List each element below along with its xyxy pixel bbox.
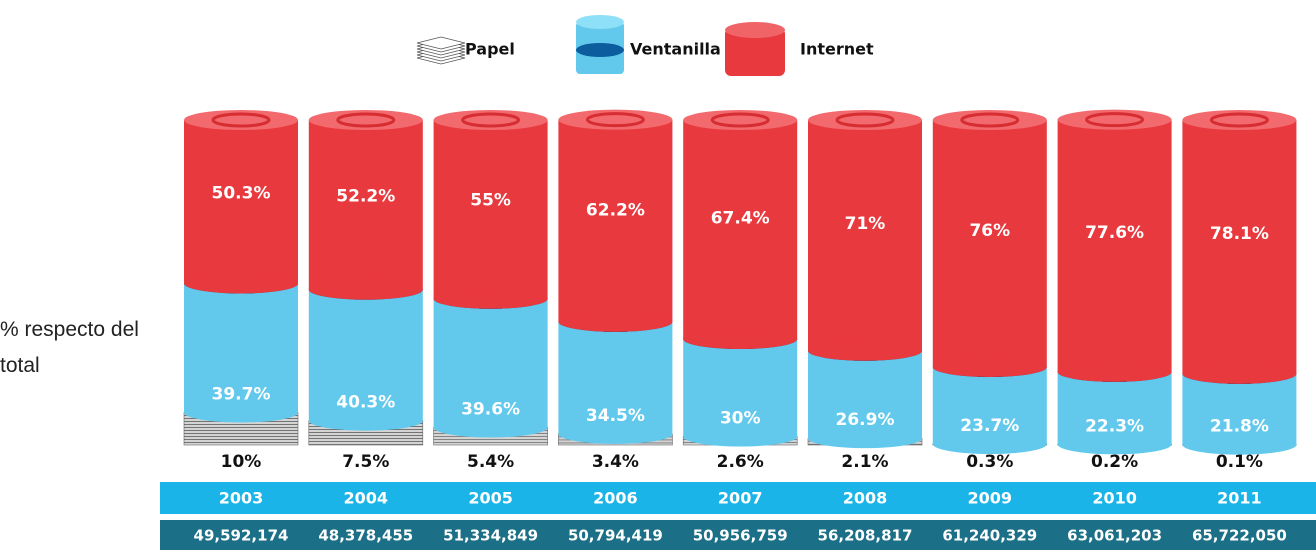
chart: Papel Ventanilla Internet 10% 39.7% 50.3% 2003… [0,0,1316,555]
value-label: 34.5% [586,406,645,426]
value-label: 52.2% [336,186,395,206]
value-label: 50.3% [212,184,271,204]
page: {"chart_data": {"type": "stacked-cylinde… [0,0,1316,555]
total-label: 51,334,849 [443,527,538,545]
bar [1182,120,1296,374]
bar-bottom [1058,434,1172,454]
legend-icon [725,22,785,38]
x-tick-label: 2004 [344,489,389,508]
bar [1058,120,1172,372]
value-label: 7.5% [342,452,389,472]
x-tick-label: 2005 [468,489,513,508]
total-label: 48,378,455 [318,527,413,545]
bar-bottom [434,289,548,309]
bar [683,120,797,339]
bar-bottom [933,434,1047,454]
value-label: 76% [969,221,1010,241]
total-label: 49,592,174 [194,527,289,545]
value-label: 0.3% [966,452,1013,472]
bar-bottom [1182,364,1296,384]
bar-bottom [184,273,298,293]
total-label: 56,208,817 [818,527,913,545]
value-label: 62.2% [586,201,645,221]
bar-bottom [309,411,423,431]
value-label: 3.4% [592,452,639,472]
total-label: 61,240,329 [942,527,1037,545]
bar-bottom [1058,362,1172,382]
bar-bottom [683,329,797,349]
total-label: 50,794,419 [568,527,663,545]
x-tick-label: 2007 [718,489,763,508]
value-label: 2.1% [841,452,888,472]
bar-bottom [558,424,672,444]
value-label: 0.2% [1091,452,1138,472]
x-tick-label: 2003 [219,489,264,508]
x-tick-label: 2009 [968,489,1013,508]
value-label: 39.7% [212,385,271,405]
x-tick-label: 2008 [843,489,888,508]
value-label: 5.4% [467,452,514,472]
total-label: 63,061,203 [1067,527,1162,545]
x-tick-label: 2011 [1217,489,1262,508]
value-label: 22.3% [1085,416,1144,436]
value-label: 30% [720,409,761,429]
bar-bottom [933,357,1047,377]
bar-bottom [434,417,548,437]
legend-label: Internet [800,40,874,59]
bar-bottom [558,312,672,332]
value-label: 55% [470,190,511,210]
value-label: 77.6% [1085,223,1144,243]
value-label: 71% [845,214,886,234]
value-label: 40.3% [336,393,395,413]
value-label: 0.1% [1216,452,1263,472]
bar [558,120,672,322]
bar-bottom [683,427,797,447]
x-tick-label: 2006 [593,489,638,508]
bar-bottom [808,428,922,448]
value-label: 23.7% [960,416,1019,436]
value-label: 10% [221,452,262,472]
bar-bottom [184,403,298,423]
legend-label: Ventanilla [630,40,721,59]
value-label: 39.6% [461,399,520,419]
bar [808,120,922,351]
legend-label: Papel [465,40,515,59]
legend-icon [576,43,624,57]
bar-bottom [309,280,423,300]
value-label: 21.8% [1210,417,1269,437]
total-label: 65,722,050 [1192,527,1287,545]
legend-icon [576,15,624,29]
value-label: 26.9% [836,410,895,430]
bar-bottom [1182,435,1296,455]
bar [933,120,1047,367]
bar-bottom [808,341,922,361]
total-label: 50,956,759 [693,527,788,545]
value-label: 78.1% [1210,224,1269,244]
x-tick-label: 2010 [1092,489,1137,508]
value-label: 67.4% [711,209,770,229]
value-label: 2.6% [717,452,764,472]
